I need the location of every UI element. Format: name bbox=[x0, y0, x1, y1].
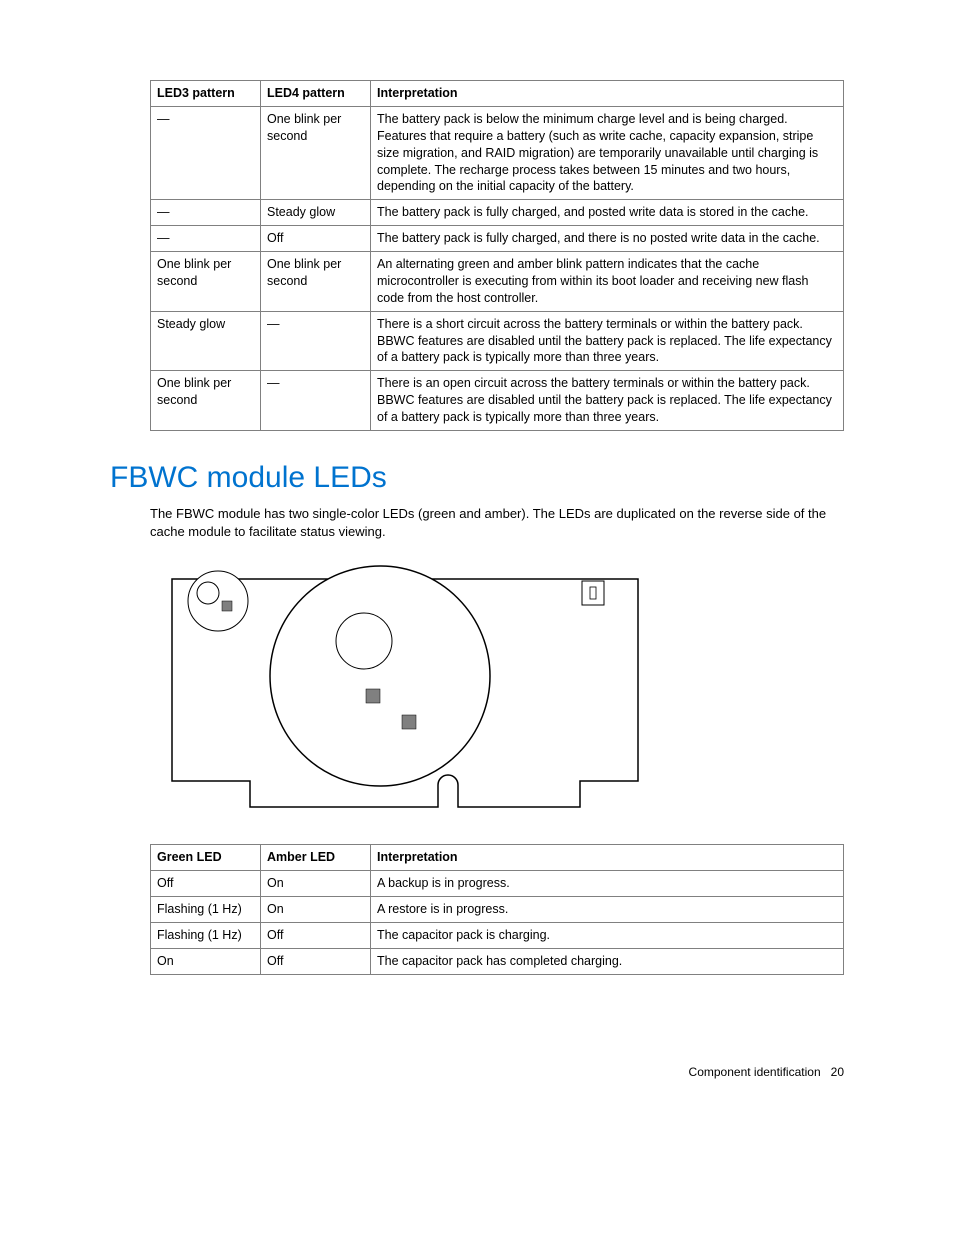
table-cell: One blink per second bbox=[261, 252, 371, 312]
table1-body: —One blink per secondThe battery pack is… bbox=[151, 106, 844, 430]
table-cell: The battery pack is fully charged, and p… bbox=[371, 200, 844, 226]
fbwc-module-diagram bbox=[150, 561, 844, 826]
table-row: —OffThe battery pack is fully charged, a… bbox=[151, 226, 844, 252]
table-cell: — bbox=[261, 311, 371, 371]
section-heading: FBWC module LEDs bbox=[110, 461, 844, 495]
table-cell: Steady glow bbox=[261, 200, 371, 226]
col-header: Green LED bbox=[151, 845, 261, 871]
table-row: OnOffThe capacitor pack has completed ch… bbox=[151, 948, 844, 974]
intro-paragraph: The FBWC module has two single-color LED… bbox=[150, 505, 844, 541]
table-cell: Off bbox=[151, 871, 261, 897]
footer-section: Component identification bbox=[689, 1065, 821, 1079]
table-row: Steady glow—There is a short circuit acr… bbox=[151, 311, 844, 371]
table-cell: Off bbox=[261, 226, 371, 252]
table-cell: Flashing (1 Hz) bbox=[151, 897, 261, 923]
table-cell: A restore is in progress. bbox=[371, 897, 844, 923]
table-cell: Steady glow bbox=[151, 311, 261, 371]
led-pattern-table-1: LED3 pattern LED4 pattern Interpretation… bbox=[150, 80, 844, 431]
col-header: Interpretation bbox=[371, 845, 844, 871]
table-cell: One blink per second bbox=[151, 371, 261, 431]
table-cell: There is an open circuit across the batt… bbox=[371, 371, 844, 431]
table-cell: Flashing (1 Hz) bbox=[151, 922, 261, 948]
module-svg bbox=[150, 561, 660, 821]
table-cell: — bbox=[151, 106, 261, 199]
table-cell: The capacitor pack is charging. bbox=[371, 922, 844, 948]
table-cell: The battery pack is below the minimum ch… bbox=[371, 106, 844, 199]
table-cell: On bbox=[261, 871, 371, 897]
table-row: One blink per secondOne blink per second… bbox=[151, 252, 844, 312]
table-row: One blink per second—There is an open ci… bbox=[151, 371, 844, 431]
table-row: —Steady glowThe battery pack is fully ch… bbox=[151, 200, 844, 226]
table-row: OffOnA backup is in progress. bbox=[151, 871, 844, 897]
col-header: LED4 pattern bbox=[261, 81, 371, 107]
table-cell: The capacitor pack has completed chargin… bbox=[371, 948, 844, 974]
table-cell: — bbox=[151, 200, 261, 226]
table-cell: — bbox=[261, 371, 371, 431]
table-cell: One blink per second bbox=[151, 252, 261, 312]
table-cell: — bbox=[151, 226, 261, 252]
document-page: LED3 pattern LED4 pattern Interpretation… bbox=[0, 0, 954, 1139]
table-cell: Off bbox=[261, 922, 371, 948]
table-row: —One blink per secondThe battery pack is… bbox=[151, 106, 844, 199]
col-header: Amber LED bbox=[261, 845, 371, 871]
col-header: LED3 pattern bbox=[151, 81, 261, 107]
table-row: Flashing (1 Hz)OnA restore is in progres… bbox=[151, 897, 844, 923]
page-footer: Component identification 20 bbox=[110, 1065, 844, 1079]
table-cell: A backup is in progress. bbox=[371, 871, 844, 897]
table-cell: On bbox=[151, 948, 261, 974]
led-pattern-table-2: Green LED Amber LED Interpretation OffOn… bbox=[150, 844, 844, 974]
table-row: Flashing (1 Hz)OffThe capacitor pack is … bbox=[151, 922, 844, 948]
table-header-row: Green LED Amber LED Interpretation bbox=[151, 845, 844, 871]
table-cell: An alternating green and amber blink pat… bbox=[371, 252, 844, 312]
footer-page-number: 20 bbox=[831, 1065, 844, 1079]
table-cell: There is a short circuit across the batt… bbox=[371, 311, 844, 371]
table-cell: The battery pack is fully charged, and t… bbox=[371, 226, 844, 252]
table-cell: One blink per second bbox=[261, 106, 371, 199]
table2-body: OffOnA backup is in progress.Flashing (1… bbox=[151, 871, 844, 975]
table-cell: Off bbox=[261, 948, 371, 974]
col-header: Interpretation bbox=[371, 81, 844, 107]
table-header-row: LED3 pattern LED4 pattern Interpretation bbox=[151, 81, 844, 107]
table-cell: On bbox=[261, 897, 371, 923]
